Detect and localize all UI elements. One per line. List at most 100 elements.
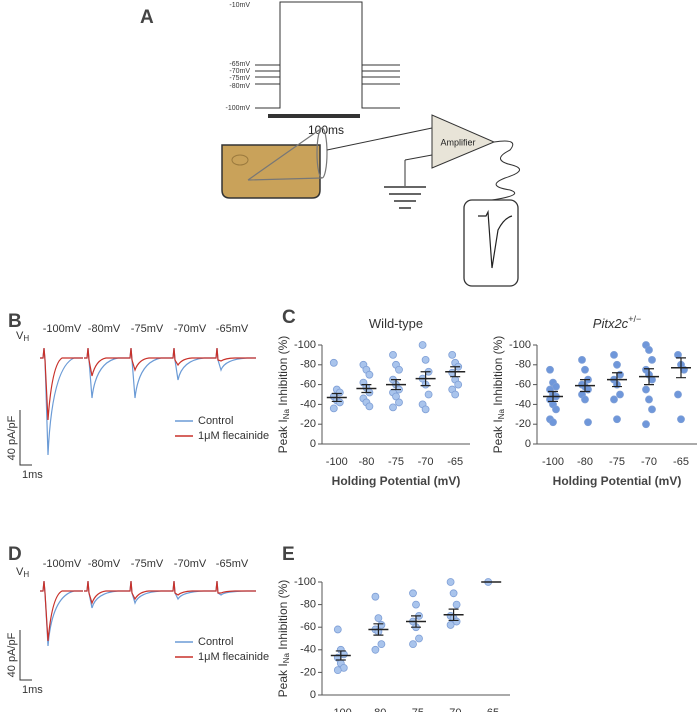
y-label-part: Peak I (276, 663, 290, 697)
control-trace (84, 580, 127, 609)
data-point (409, 640, 417, 649)
y-tick-label: -80 (515, 359, 531, 371)
flecainide-trace (127, 580, 170, 601)
x-tick-label: -100 (542, 456, 564, 468)
control-trace (84, 347, 127, 399)
potential-label: -100mV (43, 323, 82, 335)
scale-bar (19, 410, 32, 466)
setup-diagram (221, 114, 520, 287)
data-point (452, 617, 461, 626)
error-bar (373, 623, 384, 636)
traces (40, 347, 256, 456)
y-tick-label: -40 (300, 644, 316, 656)
x-tick-label: -65 (447, 456, 463, 468)
control-trace (127, 347, 170, 399)
traces (40, 580, 256, 647)
scale-x-label: 1ms (22, 469, 43, 481)
data-point (616, 390, 624, 399)
data-point (454, 380, 463, 389)
y-axis-label: Peak INa Inhibition (%) (491, 336, 506, 454)
scale-bar (19, 630, 32, 681)
error-bar (548, 390, 558, 403)
scale-x-label: 1ms (22, 684, 43, 696)
flecainide-trace (127, 347, 170, 372)
error-bar (331, 392, 342, 403)
y-tick-label: -80 (300, 599, 316, 611)
control-trace (40, 347, 83, 456)
scale-y-label: 40 pA/pF (6, 632, 18, 677)
data-point (421, 355, 430, 364)
control-trace (170, 580, 213, 601)
potential-label: -75mV (131, 323, 164, 335)
y-tick-label: -40 (300, 398, 316, 410)
error-bar (580, 379, 590, 393)
panel-label: D (8, 544, 22, 565)
data-point (642, 420, 650, 429)
data-point (648, 405, 656, 414)
vh-v: V (16, 330, 24, 342)
error-bar (411, 615, 421, 628)
x-tick-label: -100 (330, 707, 352, 712)
potential-label: -65mV (216, 558, 249, 570)
panel-label: C (282, 307, 296, 328)
potential-label: -75mV (131, 558, 164, 570)
vh-label: VH (16, 330, 29, 343)
y-tick-label: -20 (300, 666, 316, 678)
x-axis-label: Holding Potential (mV) (332, 474, 461, 488)
panel-label: A (140, 7, 154, 28)
x-tick-label: -65 (483, 707, 499, 712)
voltage-label: -75mV (229, 75, 250, 82)
scale-y-label: 40 pA/pF (6, 415, 18, 460)
control-trace (170, 347, 213, 381)
data-point (613, 415, 621, 424)
data-point (377, 640, 386, 649)
data-point (395, 365, 403, 374)
data-point (610, 350, 618, 359)
duration-label: 100ms (308, 123, 344, 137)
data-point (365, 370, 374, 379)
data-point (424, 390, 433, 399)
flecainide-trace (84, 580, 127, 605)
data-point (333, 625, 342, 634)
x-tick-label: -80 (358, 456, 374, 468)
vh-sub: H (23, 334, 29, 343)
y-tick-label: 0 (310, 689, 316, 701)
flecainide-trace (84, 347, 127, 377)
data-point (371, 645, 380, 654)
error-bar (676, 357, 686, 379)
data-point (610, 395, 618, 404)
vh-sub: H (23, 570, 29, 579)
data-point (374, 614, 383, 623)
voltage-label: -100mV (225, 105, 250, 112)
y-tick-label: -60 (515, 379, 531, 391)
x-tick-label: -75 (609, 456, 625, 468)
data-point (645, 395, 653, 404)
x-tick-label: -75 (408, 707, 424, 712)
y-tick-label: 0 (310, 438, 316, 450)
title-part: Pitx2c (593, 316, 629, 331)
potential-label: -70mV (174, 323, 207, 335)
error-bar (612, 372, 622, 388)
error-bar (450, 366, 461, 378)
y-label-part: Inhibition (%) (276, 336, 290, 409)
y-tick-label: -100 (294, 576, 316, 588)
data-point (546, 365, 554, 374)
y-label-part: Peak I (276, 419, 290, 453)
legend-label: Control (198, 636, 233, 648)
x-tick-label: -70 (446, 707, 462, 712)
flecainide-trace (170, 580, 213, 596)
voltage-label: -70mV (229, 68, 250, 75)
potential-label: -70mV (174, 558, 207, 570)
x-tick-label: -100 (326, 456, 348, 468)
y-label-part: Peak I (491, 419, 505, 453)
data-point (552, 405, 560, 414)
chart-title: Wild-type (369, 316, 423, 331)
flecainide-trace (40, 347, 83, 421)
x-tick-label: -80 (370, 707, 386, 712)
data-point (418, 341, 427, 349)
panel-label: E (282, 544, 295, 565)
potential-label: -80mV (88, 558, 121, 570)
potential-label: -100mV (43, 558, 82, 570)
error-bar (361, 384, 372, 394)
